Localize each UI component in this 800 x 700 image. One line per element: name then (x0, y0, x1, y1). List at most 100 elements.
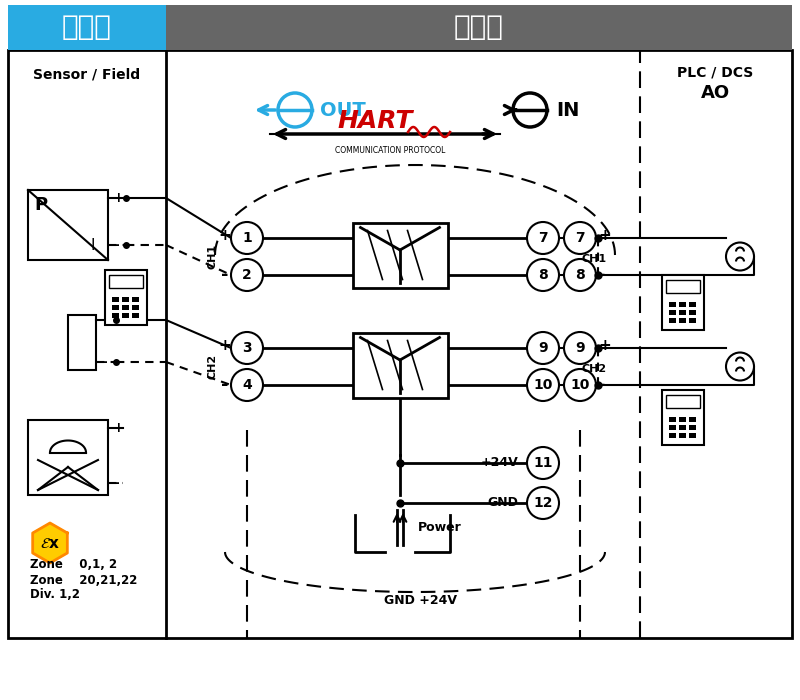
Text: P: P (34, 196, 47, 214)
Bar (28, 190, 108, 260)
Text: HART: HART (338, 109, 413, 133)
Text: Zone    0,1, 2: Zone 0,1, 2 (30, 559, 117, 571)
Bar (105, 270, 147, 325)
Text: IN: IN (556, 101, 579, 120)
Bar (122, 313, 129, 318)
Bar (679, 433, 686, 438)
Text: +: + (101, 313, 113, 327)
Bar (112, 297, 119, 302)
Circle shape (527, 222, 559, 254)
Bar (122, 305, 129, 310)
Text: 7: 7 (575, 231, 585, 245)
Bar (28, 420, 108, 495)
Text: 3: 3 (242, 341, 252, 355)
Text: Div. 1,2: Div. 1,2 (30, 589, 80, 601)
Text: +24V: +24V (480, 456, 518, 470)
Bar (666, 280, 700, 293)
Text: Power: Power (418, 521, 462, 534)
Text: AO: AO (701, 84, 730, 102)
Bar (689, 310, 696, 315)
Polygon shape (33, 523, 67, 563)
Bar (669, 302, 676, 307)
Bar (689, 318, 696, 323)
Circle shape (726, 242, 754, 270)
Bar (132, 305, 139, 310)
Text: GND: GND (487, 496, 518, 510)
Bar (353, 332, 447, 398)
Text: 10: 10 (534, 378, 553, 392)
Text: COMMUNICATION PROTOCOL: COMMUNICATION PROTOCOL (335, 146, 445, 155)
Bar (112, 305, 119, 310)
Text: +: + (113, 421, 125, 435)
Bar (679, 425, 686, 430)
Circle shape (527, 332, 559, 364)
Bar (353, 223, 447, 288)
Bar (689, 425, 696, 430)
Text: CH1: CH1 (582, 253, 607, 263)
Text: 12: 12 (534, 496, 553, 510)
Text: -: - (113, 238, 118, 252)
Text: 9: 9 (538, 341, 548, 355)
Text: -: - (598, 376, 606, 394)
Bar (689, 417, 696, 422)
Circle shape (527, 369, 559, 401)
Text: +: + (598, 337, 610, 353)
Text: 危险区: 危险区 (62, 13, 112, 41)
Circle shape (231, 332, 263, 364)
Text: CH2: CH2 (207, 354, 217, 379)
Text: +: + (113, 191, 125, 205)
Text: -: - (222, 266, 229, 284)
Text: 4: 4 (242, 378, 252, 392)
Text: CH2: CH2 (582, 363, 607, 374)
Bar (662, 275, 704, 330)
Bar (666, 395, 700, 408)
Bar (8, 50, 792, 638)
Text: 8: 8 (575, 268, 585, 282)
Circle shape (527, 447, 559, 479)
Circle shape (278, 93, 312, 127)
Text: -: - (598, 266, 606, 284)
Circle shape (564, 222, 596, 254)
Text: GND +24V: GND +24V (383, 594, 457, 606)
Bar (669, 310, 676, 315)
Text: $\mathcal{E}$x: $\mathcal{E}$x (40, 536, 60, 550)
Circle shape (231, 259, 263, 291)
Text: -: - (222, 376, 229, 394)
Text: OUT: OUT (320, 101, 366, 120)
Text: 8: 8 (538, 268, 548, 282)
Bar (112, 313, 119, 318)
Text: 9: 9 (575, 341, 585, 355)
Bar (679, 302, 686, 307)
Text: 10: 10 (570, 378, 590, 392)
Text: +: + (218, 228, 231, 242)
Circle shape (513, 93, 547, 127)
Bar (669, 433, 676, 438)
Text: 2: 2 (242, 268, 252, 282)
Bar (669, 425, 676, 430)
Text: 7: 7 (538, 231, 548, 245)
Circle shape (564, 332, 596, 364)
Circle shape (231, 222, 263, 254)
Text: +: + (218, 337, 231, 353)
Bar (68, 315, 96, 370)
Text: +: + (598, 228, 610, 242)
Circle shape (527, 487, 559, 519)
Text: PLC / DCS: PLC / DCS (677, 66, 753, 80)
Bar (132, 297, 139, 302)
Bar (166, 5, 792, 50)
Text: 1: 1 (242, 231, 252, 245)
Text: Sensor / Field: Sensor / Field (34, 67, 141, 81)
Bar (679, 417, 686, 422)
Text: -: - (113, 476, 118, 490)
Bar (122, 297, 129, 302)
Text: I: I (90, 237, 95, 253)
Circle shape (726, 353, 754, 381)
Circle shape (564, 259, 596, 291)
Text: 11: 11 (534, 456, 553, 470)
Bar (109, 275, 143, 288)
Text: Zone    20,21,22: Zone 20,21,22 (30, 573, 138, 587)
Bar (8, 5, 166, 50)
Circle shape (527, 259, 559, 291)
Bar (669, 417, 676, 422)
Bar (679, 310, 686, 315)
